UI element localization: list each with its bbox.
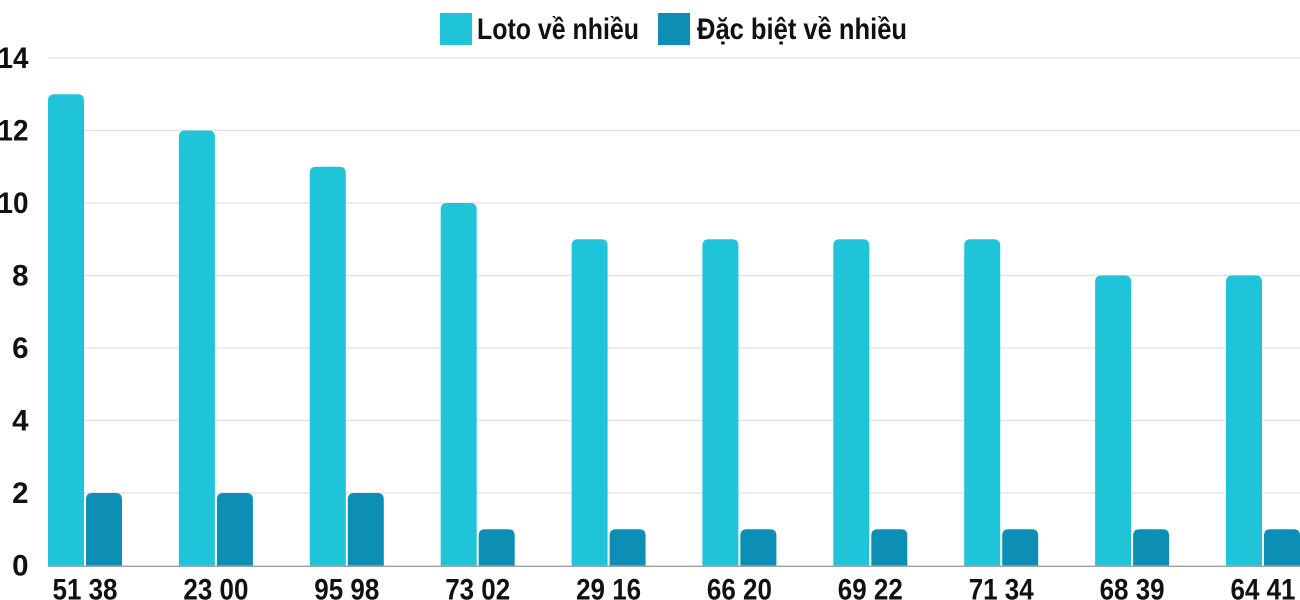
svg-text:Đặc biệt về nhiều: Đặc biệt về nhiều — [697, 13, 907, 46]
svg-text:10: 10 — [0, 187, 29, 220]
svg-text:69 22: 69 22 — [838, 574, 903, 600]
svg-text:0: 0 — [12, 550, 28, 583]
svg-text:Loto về nhiều: Loto về nhiều — [477, 13, 639, 46]
svg-text:73 02: 73 02 — [445, 574, 510, 600]
svg-text:2: 2 — [12, 477, 28, 510]
svg-text:8: 8 — [12, 260, 28, 293]
svg-text:64 41: 64 41 — [1231, 574, 1296, 600]
svg-text:71 34: 71 34 — [969, 574, 1035, 600]
svg-text:29 16: 29 16 — [576, 574, 641, 600]
svg-text:14: 14 — [0, 42, 29, 75]
svg-text:6: 6 — [12, 332, 28, 365]
svg-text:23 00: 23 00 — [183, 574, 248, 600]
svg-text:12: 12 — [0, 115, 29, 148]
svg-text:4: 4 — [12, 405, 29, 438]
svg-text:95 98: 95 98 — [314, 574, 379, 600]
svg-text:66 20: 66 20 — [707, 574, 772, 600]
svg-text:51 38: 51 38 — [53, 574, 118, 600]
svg-text:68 39: 68 39 — [1100, 574, 1165, 600]
